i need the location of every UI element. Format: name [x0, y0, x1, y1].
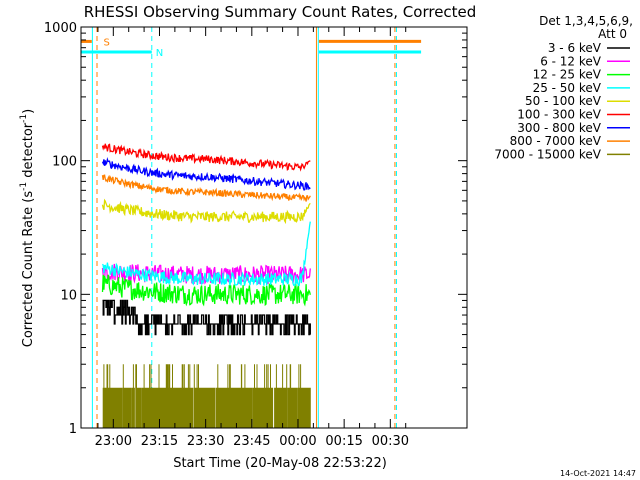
x-tick-label: 23:45 — [233, 434, 270, 449]
legend-entry-label: 100 - 300 keV — [517, 108, 601, 122]
series-line — [102, 299, 311, 336]
y-axis-label: Corrected Count Rate (s-1 detector-1) — [19, 109, 36, 347]
x-axis: 23:00 23:15 23:30 23:45 00:00 00:15 00:30 — [95, 27, 409, 449]
footer-timestamp: 14-Oct-2021 14:47 — [560, 469, 636, 478]
series-line — [101, 263, 311, 285]
y-axis: 1 10 100 1000 — [44, 21, 467, 437]
legend-entry-label: 800 - 7000 keV — [510, 134, 602, 148]
legend-entry-label: 300 - 800 keV — [517, 121, 601, 135]
series-line — [101, 143, 311, 172]
series-line — [101, 198, 311, 225]
flag-label: S — [103, 37, 109, 48]
legend-entry-label: 3 - 6 keV — [548, 41, 602, 55]
legend-header-line2: Att 0 — [598, 27, 627, 41]
x-tick-label: 00:15 — [325, 434, 362, 449]
x-axis-label: Start Time (20-May-08 22:53:22) — [173, 456, 387, 471]
x-tick-label: 00:00 — [279, 434, 316, 449]
plot-frame — [80, 26, 468, 429]
x-tick-label: 00:30 — [372, 434, 409, 449]
legend-header-line1: Det 1,3,4,5,6,9, — [539, 14, 633, 28]
legend-entry-label: 7000 - 15000 keV — [494, 147, 601, 161]
y-tick-label: 1 — [69, 422, 77, 437]
y-tick-label: 1000 — [44, 21, 77, 36]
series-line — [102, 364, 311, 428]
legend-entry-label: 12 - 25 keV — [533, 68, 602, 82]
legend-entry-label: 25 - 50 keV — [533, 81, 602, 95]
legend-entry-label: 50 - 100 keV — [525, 94, 602, 108]
x-tick-label: 23:00 — [95, 434, 132, 449]
flag-label: N — [156, 48, 163, 59]
x-tick-label: 23:15 — [141, 434, 178, 449]
plot-area: SN — [81, 27, 422, 428]
series-line — [101, 221, 311, 287]
series-line — [101, 274, 311, 307]
x-tick-label: 23:30 — [187, 434, 224, 449]
legend-entry-label: 6 - 12 keV — [540, 54, 602, 68]
series-line — [101, 174, 311, 202]
series-line — [101, 156, 311, 191]
y-tick-label: 100 — [52, 155, 77, 170]
chart-title: RHESSI Observing Summary Count Rates, Co… — [84, 3, 477, 21]
y-tick-label: 10 — [60, 288, 77, 303]
